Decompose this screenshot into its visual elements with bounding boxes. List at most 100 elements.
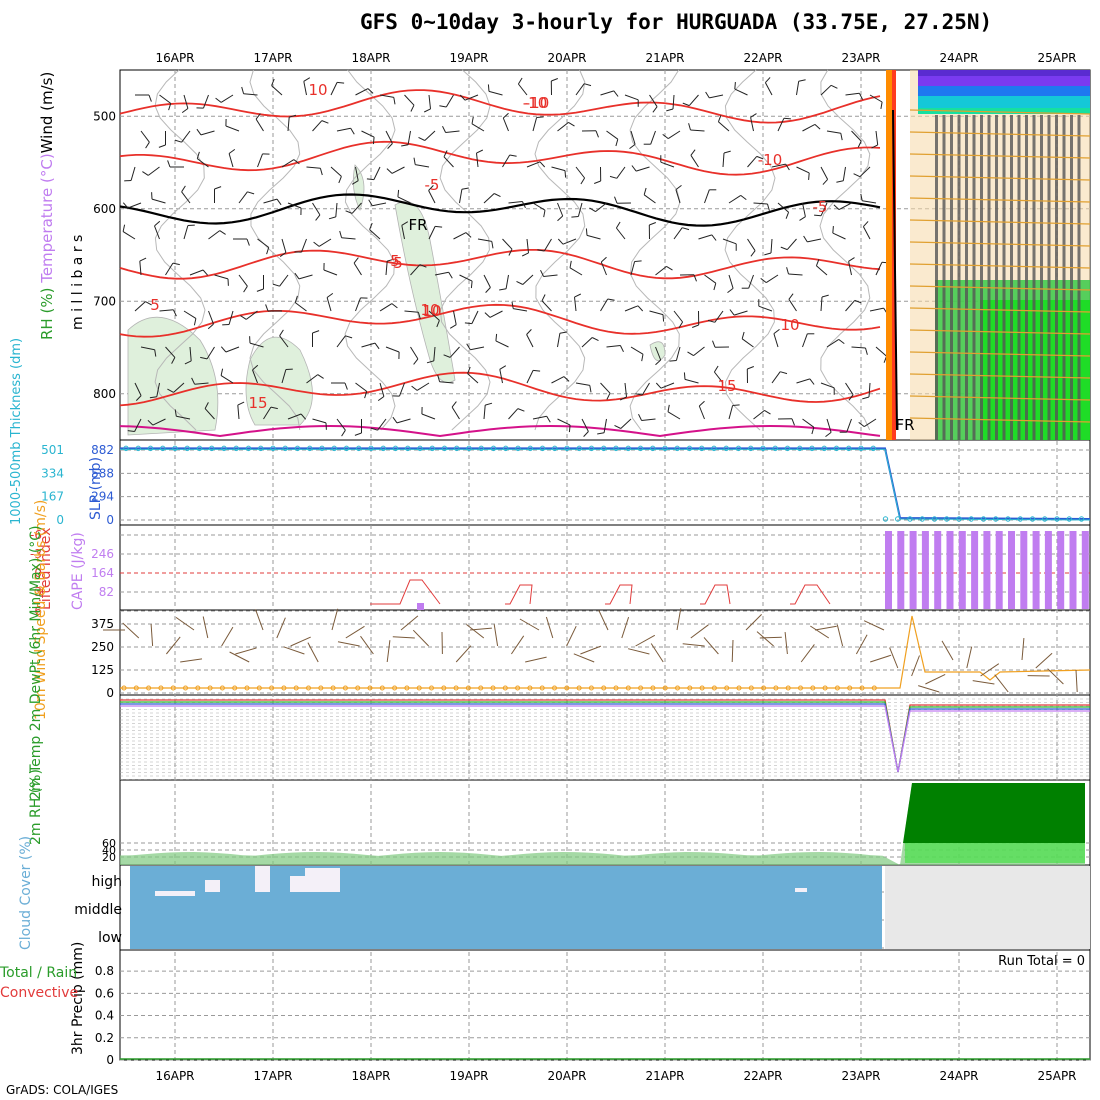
surface-wind-barb [386, 640, 391, 663]
wind-speed-point [269, 685, 275, 691]
wind-barb [690, 155, 699, 168]
top-day-label: 25APR [1037, 51, 1076, 65]
surface-wind-barb [756, 631, 774, 647]
slp-point [184, 445, 190, 452]
wind-speed-point [355, 685, 361, 691]
wind-barb [183, 225, 189, 240]
wind-barb [263, 406, 272, 420]
artifact-contour [909, 417, 1091, 423]
wind-barb-flag [683, 372, 686, 380]
wind-barb-flag [637, 305, 644, 312]
wind-barb [416, 382, 430, 391]
wind-barb [704, 274, 717, 284]
isotherm-label: 15 [248, 394, 267, 412]
wind-barb [502, 117, 509, 132]
wind-barb [451, 406, 460, 420]
lifted-index-line [790, 584, 831, 605]
rh-contour [249, 69, 301, 431]
wind-barb-flag [615, 221, 621, 229]
wind-barb-flag [353, 257, 359, 264]
wind-barb-flag [871, 144, 878, 149]
wind-speed-point [871, 685, 877, 691]
wind-barb [673, 310, 683, 323]
wind-barb-flag [569, 260, 572, 268]
wind-barb-flag [228, 148, 236, 154]
wind-barb-flag [634, 260, 642, 262]
wind-barb-flag [289, 114, 297, 118]
bottom-day-label: 19APR [449, 1069, 488, 1083]
artifact-contour [909, 131, 1091, 137]
wind-barb [396, 418, 411, 424]
wind-barb [513, 308, 528, 312]
bottom-day-label: 25APR [1037, 1069, 1076, 1083]
wind-barb [845, 300, 856, 312]
rh-contour [819, 69, 871, 431]
cape-bar [885, 531, 892, 609]
wind-barb [862, 226, 871, 240]
wind-barb [271, 85, 283, 96]
wind-barb-flag [419, 264, 427, 268]
isotherm-line [119, 249, 881, 280]
wind-tick-label: 375 [91, 617, 114, 631]
wind-barb [562, 238, 577, 245]
wind-barb [377, 418, 387, 431]
wind-barb-flag [638, 413, 643, 421]
wind-barb-flag [788, 293, 794, 300]
wind-barb-flag [559, 331, 567, 334]
slp-point [748, 445, 754, 452]
wind-barb-flag [499, 288, 507, 291]
surface-wind-barb [650, 643, 664, 663]
wind-barb [204, 408, 215, 420]
bottom-day-label: 22APR [743, 1069, 782, 1083]
wind-barb-flag [858, 421, 865, 428]
wind-barb-flag [693, 274, 697, 282]
wind-barb-flag [840, 133, 843, 141]
wind-barb [603, 418, 607, 433]
surface-wind-barb [703, 637, 719, 655]
wind-barb [385, 346, 400, 353]
artifact-contour [909, 241, 1091, 247]
artifact-contour [909, 263, 1091, 269]
wind-barb-flag [880, 101, 883, 109]
wind-barb [758, 305, 773, 312]
wind-barb-flag [339, 230, 343, 238]
cloud-cover-area [130, 866, 882, 949]
wind-barb-flag [338, 176, 342, 184]
wind-barb-flag [200, 356, 208, 360]
credit-label: GrADS: COLA/IGES [6, 1083, 119, 1097]
wind-barb [287, 117, 290, 132]
wind-barb [428, 190, 436, 204]
wind-barb-flag [367, 88, 374, 94]
artifact-fr-line [892, 109, 898, 431]
precip-tick-label: 0.4 [95, 1009, 114, 1023]
wind-barb [173, 382, 185, 393]
thickness-tick-label: 501 [41, 443, 64, 457]
wind-barb-flag [350, 128, 355, 135]
cape-bar [909, 531, 917, 609]
wind-barb-flag [369, 222, 373, 230]
wind-barb [341, 237, 356, 240]
wind-barb [336, 418, 346, 431]
wind-speed-point [798, 685, 803, 691]
wind-barb [372, 202, 387, 207]
wind-barb [532, 415, 547, 420]
wind-barb [630, 130, 636, 145]
slp-point [858, 445, 864, 452]
wind-barb-flag [692, 324, 699, 328]
wind-barb [802, 123, 816, 132]
upper-ylabel: RH (%) Temperature (°C)Wind (m/s) [38, 72, 56, 340]
wind-barb [373, 166, 381, 180]
slp-point [907, 516, 913, 522]
wind-barb [526, 238, 529, 253]
artifact-hatch [1047, 115, 1051, 440]
wind-barb-flag [214, 186, 222, 190]
wind-speed-point [293, 685, 299, 691]
wind-barb-flag [168, 103, 172, 111]
wind-barb-flag [597, 432, 605, 435]
wind-barb-flag [485, 287, 491, 293]
wind-barb [660, 161, 675, 168]
isotherm-line [119, 193, 881, 227]
wind-barb-flag [392, 416, 398, 424]
wind-barb-flag [149, 396, 157, 399]
wind-barb-flag [439, 105, 447, 108]
